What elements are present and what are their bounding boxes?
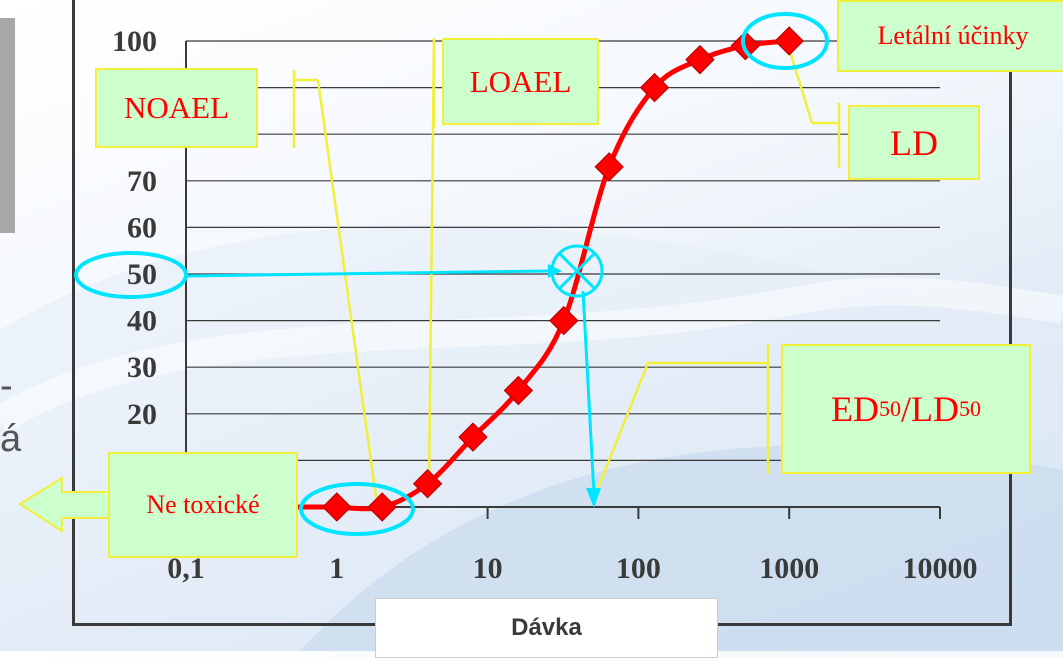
ed-label: ED — [831, 389, 879, 429]
ld-leader — [786, 44, 814, 124]
callout-ed50-ld50: ED 50/LD 50 — [781, 344, 1031, 474]
noael-leader — [316, 79, 379, 505]
ld-subscript: 50 — [959, 396, 981, 421]
data-point-marker — [685, 44, 715, 75]
data-point-marker — [549, 305, 579, 336]
data-point-marker — [594, 152, 624, 182]
y-tick-label: 60 — [127, 211, 157, 244]
low-dose-circle — [299, 482, 415, 536]
callout-ld: LD — [848, 105, 980, 180]
callout-loael: LOAEL — [442, 38, 599, 125]
callout-lethal-effects: Letální účinky — [837, 0, 1063, 72]
data-point-marker — [367, 492, 397, 522]
y50-arrow — [185, 269, 549, 278]
data-point-marker — [774, 26, 804, 56]
ed50-drop-arrowhead — [586, 488, 601, 508]
y-tick-label: 100 — [112, 25, 157, 58]
loael-leader — [427, 39, 436, 483]
side-gray-block — [0, 18, 15, 233]
left-arrow-icon — [18, 476, 113, 533]
data-point-marker — [503, 375, 534, 406]
lethal-dose-circle — [741, 12, 829, 70]
x-tick-label: 1000 — [759, 552, 819, 585]
side-letter-1: - — [0, 365, 13, 407]
x-tick-label: 1 — [329, 552, 344, 585]
x-tick-label: 100 — [616, 552, 661, 585]
ld-label: /LD — [901, 389, 959, 429]
ed50-crossing-circle — [550, 244, 604, 298]
data-point-marker — [322, 492, 352, 522]
x-tick-label: 10 — [473, 552, 503, 585]
x-tick-label: 10000 — [903, 552, 978, 585]
data-point-marker — [412, 468, 443, 499]
data-point-marker — [639, 72, 670, 103]
y50-arrowhead — [548, 264, 562, 278]
data-point-marker — [458, 422, 488, 452]
ed50-cross-b — [558, 252, 596, 290]
y-tick-label: 50 — [127, 258, 157, 291]
x-axis-title: Dávka — [375, 598, 718, 658]
y-tick-label: 30 — [127, 351, 157, 384]
ed-leader — [596, 362, 650, 489]
ed50-drop-arrow — [581, 290, 596, 495]
callout-noael: NOAEL — [95, 68, 258, 148]
side-letter-2: á — [0, 418, 22, 460]
callout-non-toxic: Ne toxické — [108, 452, 298, 558]
y-tick-label: 20 — [127, 398, 157, 431]
y-tick-label: 40 — [127, 305, 157, 338]
ed-subscript: 50 — [879, 396, 901, 421]
y-tick-label: 70 — [127, 165, 157, 198]
